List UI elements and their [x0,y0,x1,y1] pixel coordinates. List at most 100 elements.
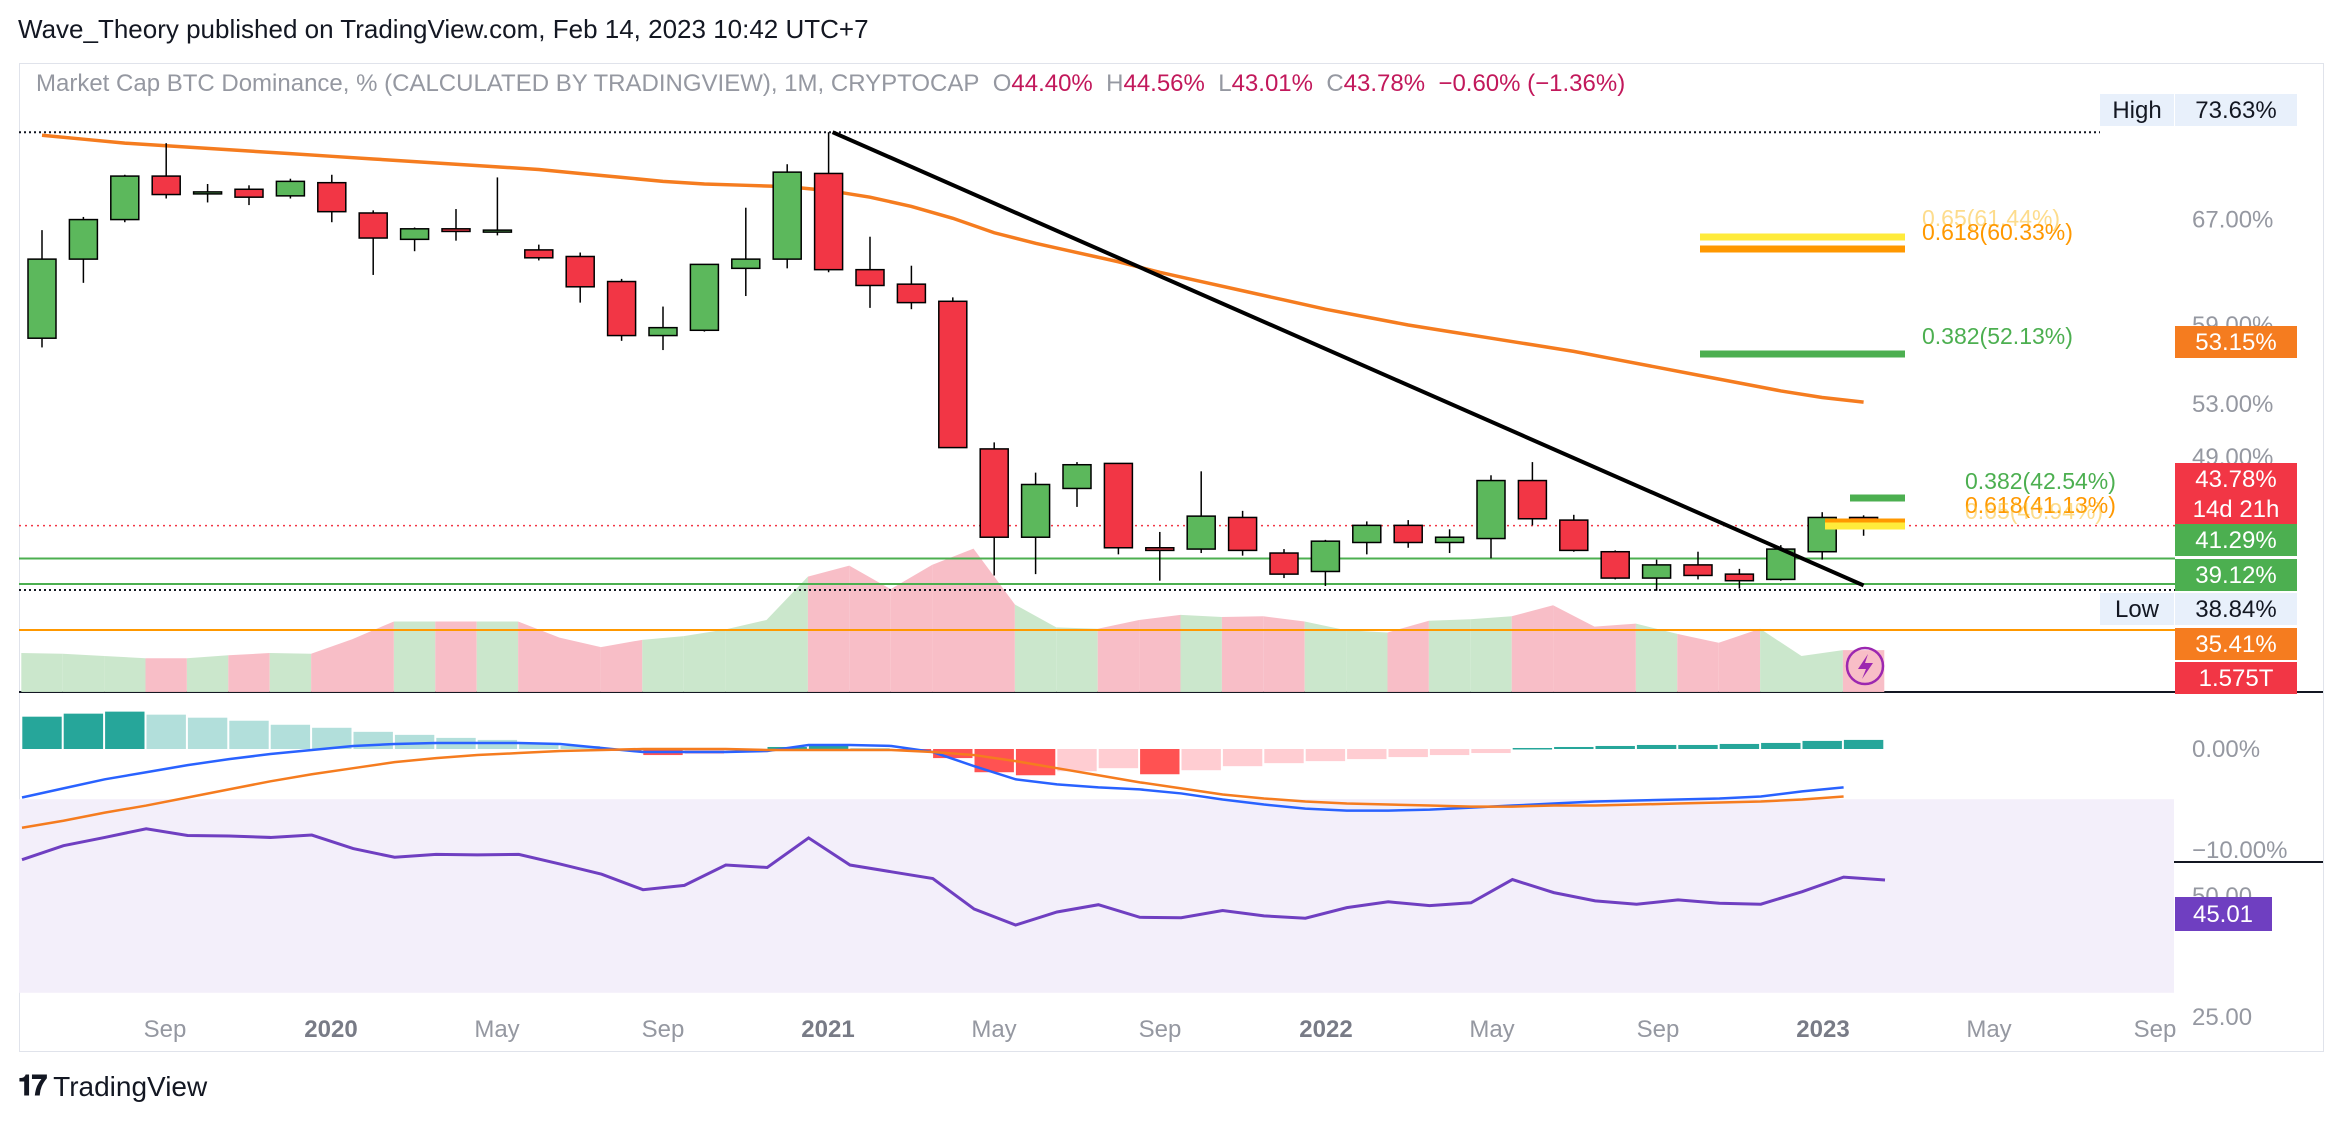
candle [855,236,885,308]
macd-histogram-bar [850,747,890,750]
macd-histogram-bar [105,711,145,749]
candle [606,278,637,341]
candle-body [110,175,140,221]
candle [689,263,720,332]
volume-area-segment [1346,630,1388,692]
price-axis-value-bg [2175,326,2297,358]
candle [1434,529,1465,554]
candle-body [399,228,430,241]
macd-histogram-bar [1719,743,1760,749]
candle [441,209,471,241]
macd-histogram-bar [560,745,600,749]
candle [1310,539,1341,586]
time-axis-tick: 2022 [1299,1016,1352,1043]
candle [317,174,347,223]
macd-histogram-bar [312,727,352,749]
volume-area-segment [1470,616,1512,692]
open-value: 44.40% [1011,70,1093,97]
price-axis-value: 43.78% [2195,466,2276,493]
time-axis-tick: 2020 [304,1016,357,1043]
price-axis-value-bg [2175,559,2297,591]
price-axis-value: 35.41% [2195,631,2276,658]
candle [1227,510,1258,556]
candle-body [813,172,844,271]
candle [1517,462,1548,526]
rsi-band [19,799,2174,993]
candle-body [1683,564,1713,577]
time-axis-tick: Sep [642,1016,685,1043]
volume-area-segment [269,653,312,692]
macd-histogram-bar [1181,749,1221,771]
candle-body [855,268,885,287]
price-axis-value-bg [2175,463,2297,525]
high-label: H [1106,70,1124,97]
macd-histogram-bar [229,720,269,749]
symbol-title: Market Cap BTC Dominance, % (CALCULATED … [36,70,980,97]
low-label: L [1218,70,1232,97]
volume-area-segment [518,621,560,692]
candle-body [1641,564,1672,579]
price-axis-tag-bg [2100,94,2174,126]
candle [1020,472,1051,575]
time-axis-tick: May [1966,1016,2011,1043]
candle-body [482,229,513,233]
candle-body [68,218,99,260]
volume-area-segment [1594,623,1636,692]
macd-histogram-bar [1678,744,1718,749]
close-value: 43.78% [1343,70,1426,97]
candle-body [1062,463,1092,490]
candle-body [1476,479,1506,540]
macd-histogram-bar [477,739,518,749]
rsi-line [21,827,1886,927]
candle-body [1559,519,1589,552]
volume-area-segment [186,655,229,692]
volume-area-segment [352,621,394,692]
volume-area-segment [1801,650,1843,692]
volume-area-segment [1056,627,1098,692]
volume-area-segment [766,576,808,692]
candle-body [772,171,802,260]
time-axis-tick: May [474,1016,519,1043]
macd-histogram-bar [1057,749,1097,772]
candle [234,185,264,206]
high-value: 44.56% [1123,70,1205,97]
candle-body [1269,552,1299,575]
time-axis-tick: Sep [1637,1016,1680,1043]
volume-area-segment [807,565,850,692]
macd-histogram-bar [1264,749,1304,764]
price-axis-value: 39.12% [2195,562,2276,589]
volume-area-segment [228,653,270,692]
tradingview-logo-icon: 𝟏𝟕 [18,1070,47,1101]
macd-histogram-bar [1429,749,1470,756]
macd-histogram-bar [1388,749,1428,758]
volume-area-segment [311,639,353,692]
price-axis-value: 41.29% [2195,527,2276,554]
tradingview-logo[interactable]: 𝟏𝟕 TradingView [18,1070,207,1103]
macd-histogram-bar [1636,744,1677,749]
candle [1559,514,1589,552]
time-axis-tick: 2021 [801,1016,854,1043]
candle [1145,531,1175,581]
price-axis-tag-label: High [2112,97,2161,124]
candle [648,306,678,351]
candle [151,143,181,199]
candle [192,183,223,203]
candle-body [1600,550,1630,579]
macd-histogram-bar [1347,749,1387,760]
volume-area-segment [1014,604,1057,692]
candle [565,252,595,303]
candle-body [606,280,637,337]
macd-signal-line [21,747,1844,830]
macd-histogram-bar [1843,739,1884,749]
fib-level-label: 0.382(52.13%) [1922,323,2073,349]
volume-area-segment [725,619,767,692]
close-label: C [1326,70,1344,97]
volume-area-segment [932,548,974,692]
volume-area-segment [683,629,726,692]
candle-body [317,181,347,213]
candle-body [27,258,57,339]
volume-area-segment [1428,619,1471,692]
macd-histogram-bar [187,717,228,749]
rsi-last-value: 45.01 [2193,901,2253,928]
